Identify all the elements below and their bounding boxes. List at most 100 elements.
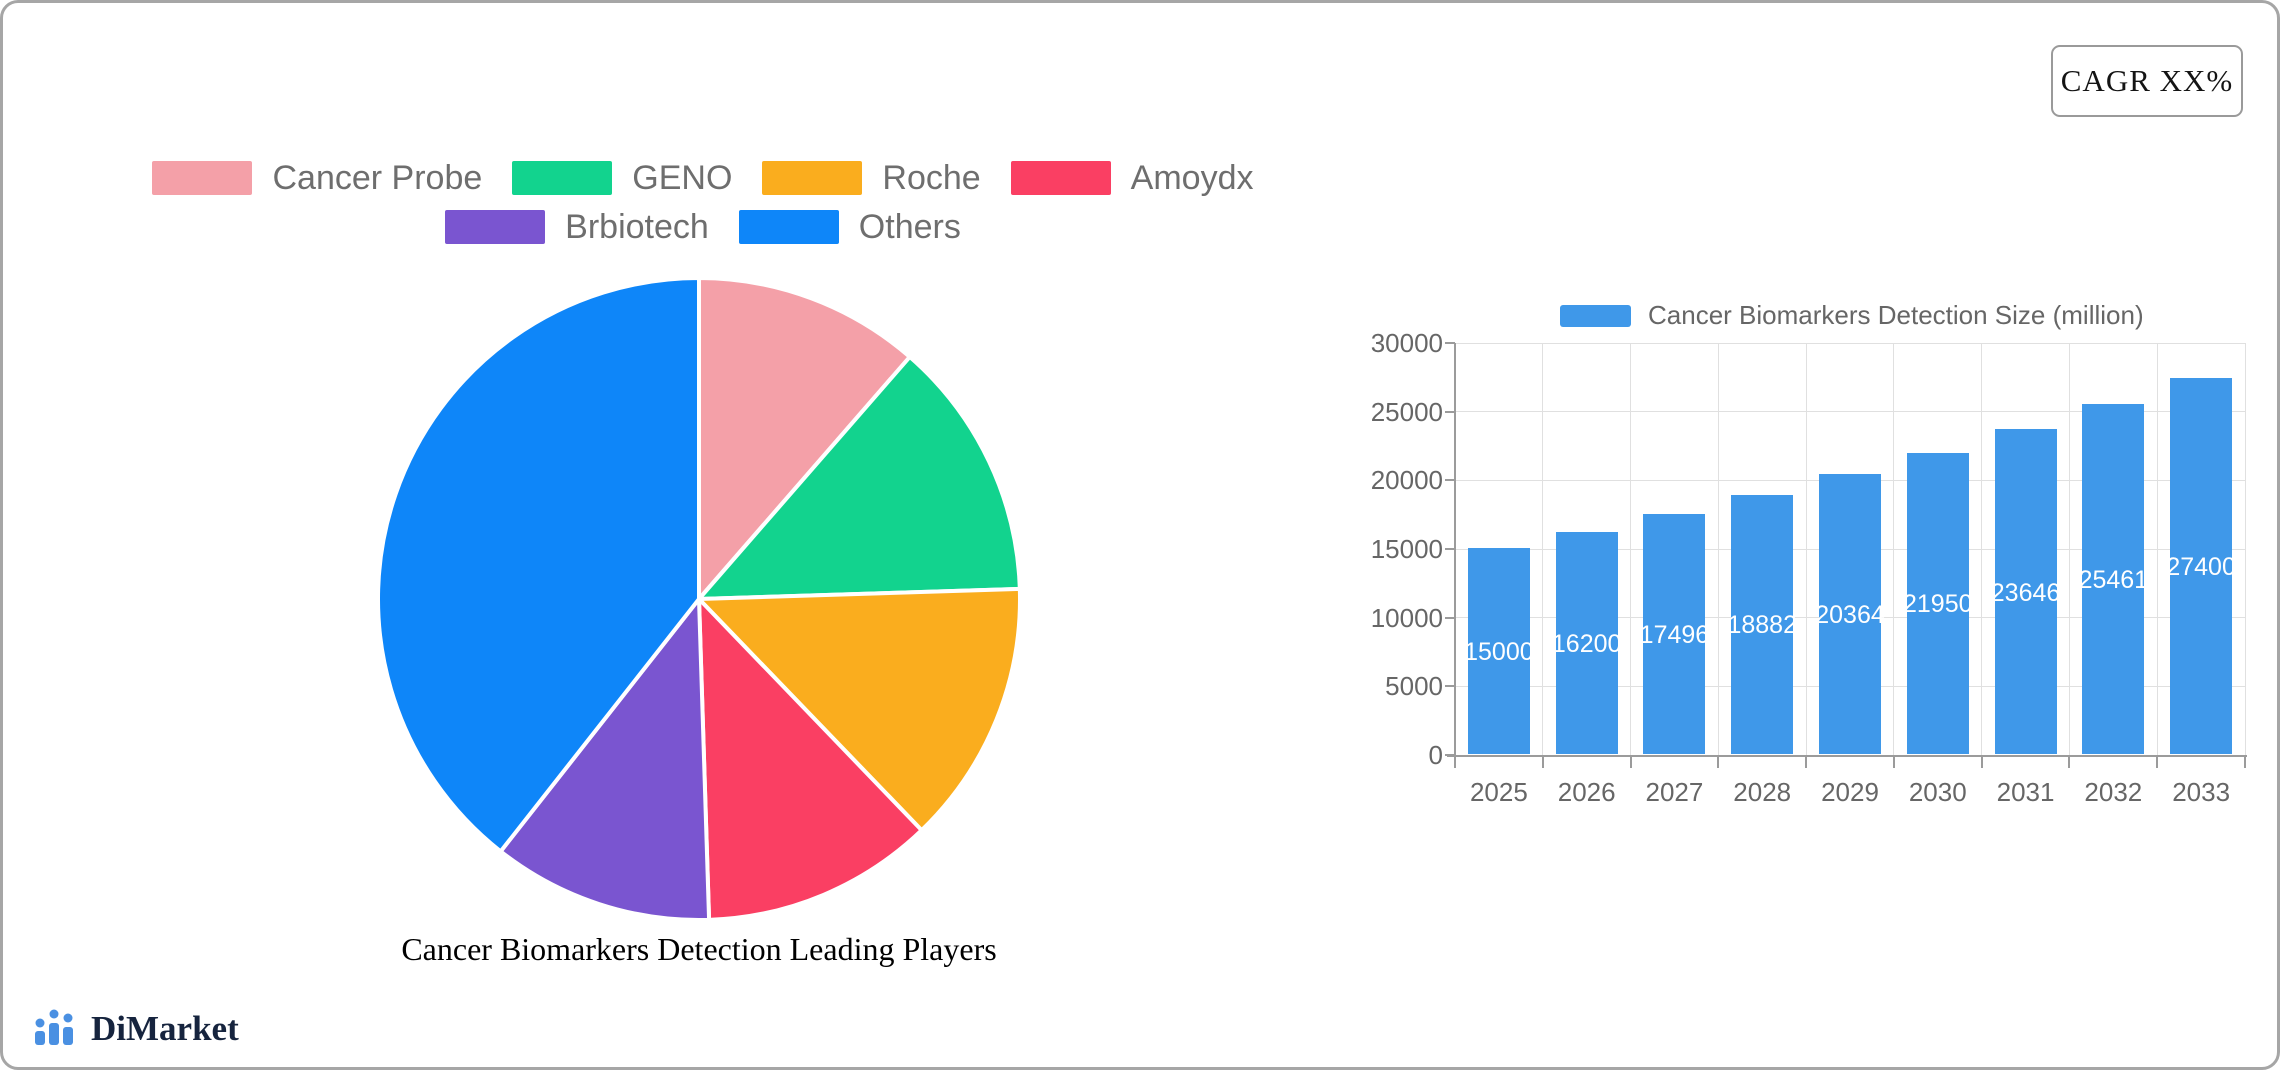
x-axis-tick [1980, 757, 1983, 768]
y-axis-label: 5000 [1385, 671, 1443, 702]
bar-2029 [1819, 474, 1881, 754]
bar-2028 [1731, 494, 1794, 754]
x-axis-tick [1717, 757, 1720, 768]
gridline-vertical [2068, 343, 2070, 755]
x-axis-label: 2027 [1645, 777, 1704, 807]
bar-value-label: 17496 [1639, 620, 1710, 649]
legend-label: GENO [632, 159, 733, 197]
legend-item-geno: GENO [512, 159, 732, 197]
gridline-vertical [1630, 343, 1632, 755]
y-axis-tick [1445, 685, 1455, 688]
bar-value-label: 18882 [1727, 611, 1797, 640]
pie-chart [376, 276, 1022, 922]
y-axis-label: 0 [1428, 740, 1443, 770]
pie-slice-geno [697, 354, 1022, 601]
y-axis-tick [1445, 410, 1455, 413]
pie-slice-others [376, 276, 701, 854]
gridline-vertical [2156, 343, 2158, 755]
legend-swatch [1010, 161, 1111, 195]
logo-text: DiMarket [91, 1009, 239, 1048]
legend-swatch [512, 161, 613, 195]
gridline-vertical [1805, 343, 1807, 755]
pie-chart-title: Cancer Biomarkers Detection Leading Play… [401, 931, 997, 967]
legend-item-roche: Roche [762, 159, 981, 197]
bar-value-label: 25461 [2078, 566, 2149, 595]
bar-2026 [1555, 531, 1618, 754]
bar-legend: Cancer Biomarkers Detection Size (millio… [1560, 300, 2144, 331]
y-axis-tick [1445, 754, 1455, 756]
y-axis-tick [1445, 342, 1455, 344]
x-axis-label: 2025 [1469, 777, 1528, 807]
gridline-vertical [1981, 343, 1983, 755]
x-axis-tick [1541, 757, 1544, 768]
x-axis-label: 2033 [2172, 777, 2231, 807]
legend-label: Cancer Probe [272, 159, 483, 197]
x-axis-label: 2031 [1996, 777, 2055, 807]
cagr-badge-label: CAGR XX% [2060, 63, 2234, 98]
x-axis-label: 2029 [1821, 777, 1879, 807]
pie-slice-cancer-probe [697, 276, 912, 601]
y-axis-label: 30000 [1370, 328, 1443, 358]
y-axis-tick [1445, 479, 1455, 482]
legend-row: Brbiotech Others [445, 208, 961, 246]
bar-value-label: 16200 [1551, 629, 1622, 658]
legend-item-amoydx: Amoydx [1010, 159, 1254, 197]
x-axis-label: 2028 [1733, 777, 1792, 807]
gridline-horizontal [1455, 342, 2245, 344]
bar-2031 [1994, 429, 2057, 754]
bar-value-label: 15000 [1464, 638, 1534, 666]
legend-item-others: Others [738, 208, 961, 246]
gridline-vertical [1542, 343, 1544, 755]
y-axis-tick [1445, 548, 1455, 550]
bar-legend-label: Cancer Biomarkers Detection Size (millio… [1648, 300, 2144, 330]
y-axis-label: 15000 [1370, 534, 1443, 564]
legend-label: Roche [882, 159, 981, 197]
cagr-badge: CAGR XX% [2051, 45, 2243, 117]
y-axis-label: 25000 [1370, 396, 1443, 427]
y-axis-label: 20000 [1370, 465, 1443, 496]
legend-item-brbiotech: Brbiotech [445, 208, 709, 246]
bar-value-label: 20364 [1815, 601, 1885, 630]
logo: DiMarket [33, 1007, 239, 1049]
bar-2027 [1643, 513, 1706, 754]
gridline-vertical [1893, 343, 1895, 755]
x-axis-tick [1892, 757, 1895, 768]
pie-slice-brbiotech [498, 597, 712, 922]
legend-item-cancer-probe: Cancer Probe [152, 159, 482, 197]
legend-swatch [738, 210, 839, 244]
x-axis-tick [1805, 757, 1808, 768]
x-axis-line [1447, 755, 2247, 757]
x-axis-tick [1454, 757, 1456, 768]
legend-swatch [445, 210, 546, 244]
pie-slice-roche [697, 586, 1022, 833]
x-axis-label: 2032 [2084, 777, 2143, 807]
legend-swatch [152, 161, 253, 195]
x-axis-tick [2244, 757, 2246, 768]
bar-2030 [1906, 452, 1969, 754]
y-axis-label: 10000 [1370, 602, 1443, 633]
bar-plot-area: 15000 16200 17496 18882 20364 21950 23646 25461… [1455, 342, 2246, 755]
gridline-vertical [1717, 343, 1719, 755]
legend-label: Amoydx [1130, 159, 1254, 197]
legend-swatch [762, 161, 863, 195]
x-axis-tick [2156, 757, 2159, 768]
pie-slice-amoydx [697, 597, 924, 922]
x-axis-tick [1629, 757, 1632, 768]
x-axis-label: 2026 [1557, 777, 1616, 807]
bar-2032 [2082, 404, 2145, 754]
bar-value-label: 27400 [2166, 552, 2236, 581]
x-axis-label: 2030 [1908, 777, 1967, 807]
bar-chart-icon [35, 1009, 73, 1045]
pie-legend: Cancer Probe GENO Roche Amoydx Brbiotech Othe… [3, 159, 1403, 246]
gridline-horizontal [1455, 411, 2245, 413]
y-axis-tick [1445, 616, 1455, 619]
bar-2025 [1467, 548, 1530, 754]
gridline-vertical [2244, 343, 2246, 755]
legend-label: Others [858, 208, 961, 246]
legend-label: Brbiotech [565, 208, 709, 246]
x-axis-tick [2068, 757, 2071, 768]
bar-value-label: 21950 [1903, 590, 1973, 619]
y-axis-line [1454, 343, 1456, 757]
bar-2033 [2170, 377, 2233, 754]
